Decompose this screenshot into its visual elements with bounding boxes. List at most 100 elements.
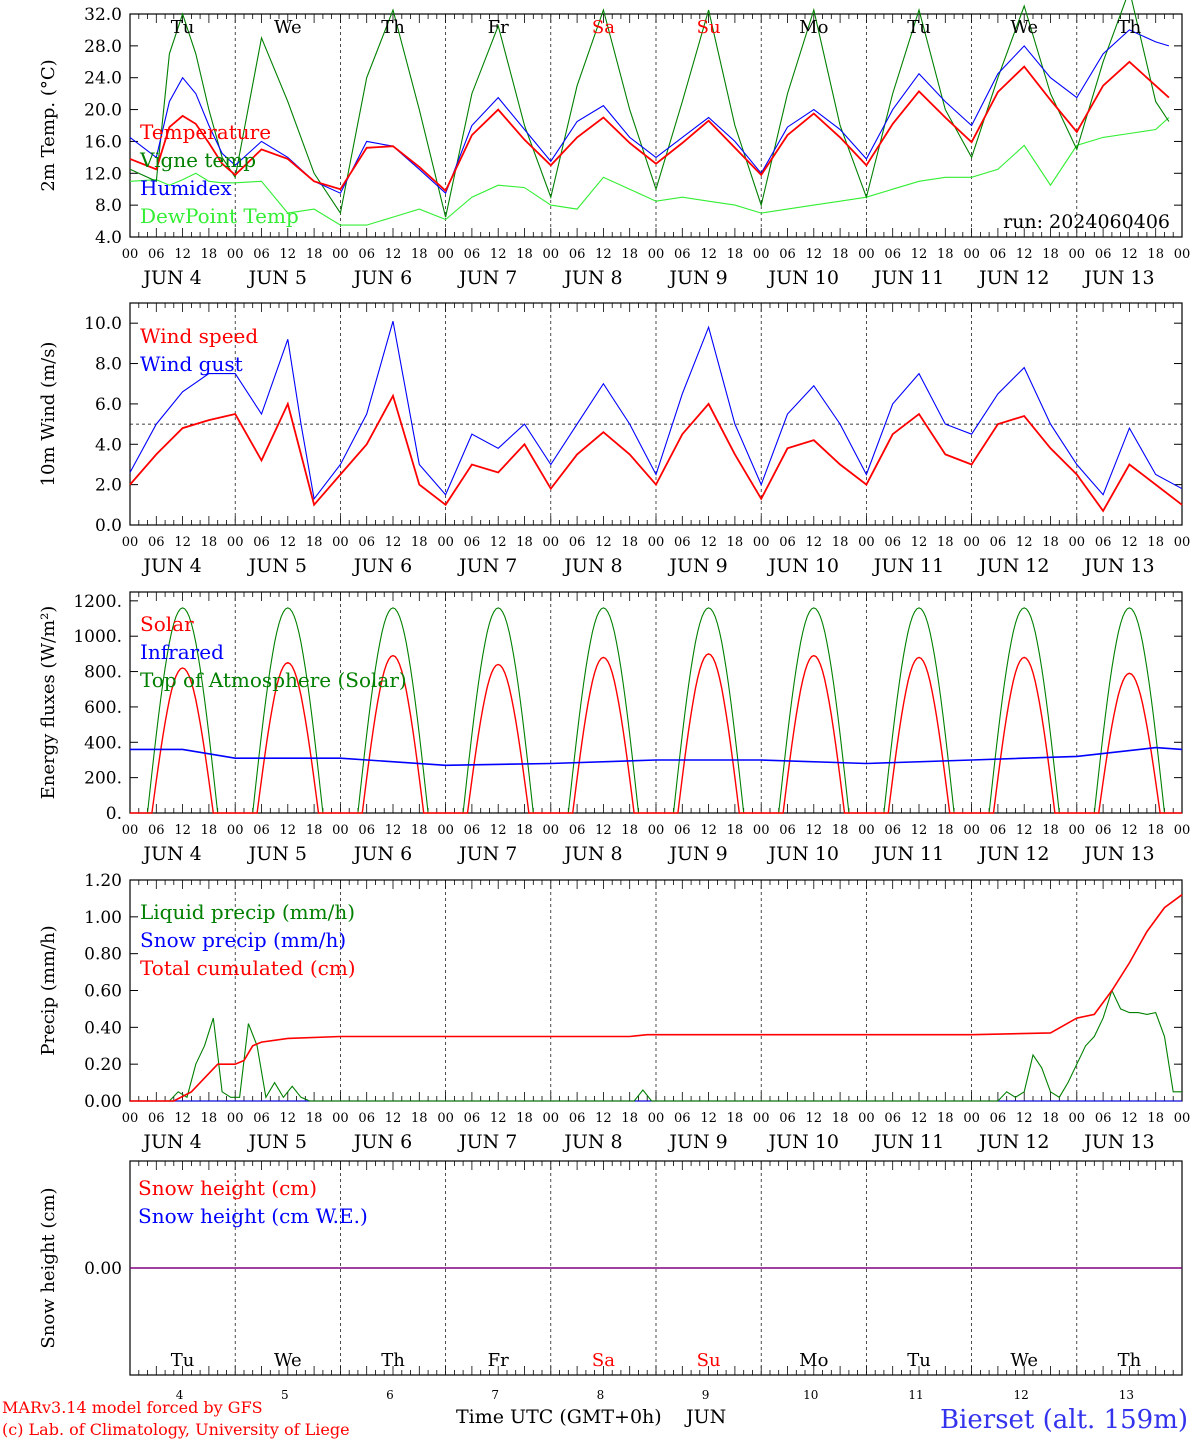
- weekday-label: We: [1010, 17, 1038, 38]
- hour-label: 18: [937, 535, 954, 550]
- day-label: JUN 12: [977, 1131, 1049, 1153]
- hour-ticks: [129, 303, 1183, 525]
- y-tick-label: 4.0: [95, 228, 122, 248]
- hour-label: 12: [595, 535, 612, 550]
- day-label: JUN 10: [767, 843, 839, 865]
- hour-label: 18: [306, 247, 323, 262]
- hour-label: 00: [963, 535, 980, 550]
- y-tick-label: 16.0: [84, 132, 122, 152]
- hour-label: 00: [648, 823, 665, 838]
- hour-ticks: [129, 880, 1183, 1101]
- hour-label: 18: [1147, 1111, 1164, 1126]
- hour-label: 00: [227, 1111, 244, 1126]
- series-line-wind-gust: [129, 321, 1183, 501]
- hour-label: 18: [727, 247, 744, 262]
- hour-label: 18: [727, 535, 744, 550]
- day-label: JUN 9: [667, 555, 727, 577]
- legend-entry: Snow height (cm W.E.): [138, 1204, 368, 1228]
- hour-label: 12: [1121, 535, 1138, 550]
- hour-label: 00: [437, 823, 454, 838]
- hour-label: 06: [779, 1111, 796, 1126]
- hour-label: 12: [806, 1111, 823, 1126]
- hour-label: 18: [411, 535, 428, 550]
- hour-label: 18: [621, 1111, 638, 1126]
- hour-label: 00: [122, 535, 139, 550]
- hour-label: 06: [884, 247, 901, 262]
- series-line-liquid-precip-mm-h-: [130, 989, 1182, 1102]
- credit-line-2: (c) Lab. of Climatology, University of L…: [2, 1420, 350, 1439]
- day-label: JUN 6: [352, 843, 412, 865]
- hour-label: 12: [595, 823, 612, 838]
- day-number: 4: [176, 1388, 184, 1402]
- hour-label: 18: [306, 1111, 323, 1126]
- hour-label: 06: [1095, 823, 1112, 838]
- day-label: JUN 13: [1082, 843, 1154, 865]
- hour-label: 12: [385, 823, 402, 838]
- hour-label: 00: [1174, 247, 1191, 262]
- weekday-label: Fr: [488, 1350, 509, 1371]
- x-axis-label: Time UTC (GMT+0h): [456, 1406, 662, 1428]
- series-line-wind-speed: [129, 393, 1183, 513]
- hour-label: 12: [1121, 247, 1138, 262]
- hour-label: 12: [385, 535, 402, 550]
- y-tick-label: 32.0: [84, 5, 122, 25]
- hour-label: 06: [569, 823, 586, 838]
- hour-label: 06: [1095, 1111, 1112, 1126]
- y-axis-label: Snow height (cm): [38, 1187, 59, 1348]
- day-label: JUN 10: [767, 555, 839, 577]
- hour-label: 12: [1016, 823, 1033, 838]
- y-tick-label: 6.0: [95, 395, 122, 415]
- weekday-label: Tu: [907, 1350, 931, 1371]
- y-tick-label: 0.80: [84, 945, 122, 965]
- hour-label: 00: [122, 247, 139, 262]
- hour-label: 18: [937, 1111, 954, 1126]
- hour-label: 12: [280, 247, 297, 262]
- legend-entry: Top of Atmosphere (Solar): [140, 668, 407, 692]
- hour-label: 00: [858, 247, 875, 262]
- y-axis-label: Precip (mm/h): [38, 925, 59, 1055]
- legend-entry: Snow height (cm): [138, 1176, 317, 1200]
- hour-label: 06: [358, 1111, 375, 1126]
- y-tick-label: 1.00: [84, 908, 122, 928]
- day-label: JUN 12: [977, 555, 1049, 577]
- hour-label: 06: [990, 247, 1007, 262]
- hour-label: 12: [700, 247, 717, 262]
- hour-label: 00: [1069, 535, 1086, 550]
- hour-label: 18: [201, 1111, 218, 1126]
- legend-entry: DewPoint Temp: [140, 204, 299, 228]
- day-label: JUN 6: [352, 555, 412, 577]
- weekday-label: Mo: [799, 17, 828, 38]
- station-label: Bierset (alt. 159m): [940, 1405, 1188, 1435]
- day-label: JUN 9: [667, 843, 727, 865]
- day-number: 11: [908, 1388, 923, 1402]
- y-tick-label: 400.: [84, 733, 122, 753]
- hour-label: 00: [1069, 1111, 1086, 1126]
- hour-label: 00: [437, 535, 454, 550]
- y-axis-label: 2m Temp. (°C): [38, 59, 59, 191]
- day-label: JUN 9: [667, 267, 727, 289]
- hour-label: 00: [543, 247, 560, 262]
- hour-label: 12: [174, 823, 191, 838]
- hour-label: 06: [1095, 247, 1112, 262]
- hour-label: 06: [253, 1111, 270, 1126]
- day-number: 13: [1119, 1388, 1134, 1402]
- day-number: 9: [702, 1388, 710, 1402]
- y-tick-label: 0.0: [95, 516, 122, 536]
- hour-label: 00: [332, 823, 349, 838]
- weekday-label: Sa: [592, 17, 615, 38]
- day-label: JUN 13: [1082, 267, 1154, 289]
- y-tick-label: 2.0: [95, 476, 122, 496]
- day-label: JUN 11: [872, 267, 944, 289]
- weekday-label: Tu: [171, 17, 195, 38]
- day-label: JUN 5: [247, 267, 307, 289]
- y-tick-label: 0.20: [84, 1055, 122, 1075]
- hour-label: 06: [358, 823, 375, 838]
- legend-entry: Liquid precip (mm/h): [140, 900, 355, 924]
- hour-label: 12: [385, 1111, 402, 1126]
- weekday-label: We: [1010, 1350, 1038, 1371]
- hour-label: 00: [963, 1111, 980, 1126]
- weekday-row-top: Tu We Th Fr Sa Su Mo Tu We Th: [171, 17, 1142, 38]
- day-label: JUN 10: [767, 267, 839, 289]
- hour-label: 12: [280, 1111, 297, 1126]
- series-line-infrared: [130, 746, 1183, 767]
